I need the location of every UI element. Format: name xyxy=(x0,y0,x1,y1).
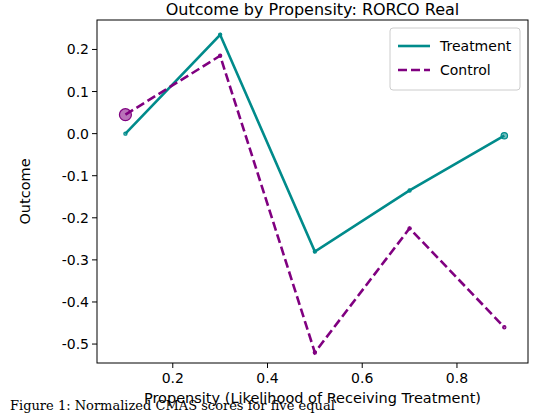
y-tick xyxy=(92,301,97,302)
point-marker xyxy=(313,250,316,253)
y-tick-label: -0.5 xyxy=(62,336,89,352)
y-tick-label: -0.1 xyxy=(62,168,89,184)
y-tick-label: 0.1 xyxy=(67,84,89,100)
point-marker xyxy=(219,54,222,57)
legend-label: Treatment xyxy=(439,38,512,54)
legend-swatch xyxy=(398,45,430,48)
y-tick xyxy=(92,133,97,134)
point-marker xyxy=(313,351,316,354)
x-tick-label: 0.2 xyxy=(162,370,184,386)
point-marker xyxy=(408,189,411,192)
chart: Outcome by Propensity: RORCO Real 0.2 0.4 0… xyxy=(0,0,546,416)
y-tick-label: 0.2 xyxy=(67,41,89,57)
legend-box xyxy=(390,28,520,90)
legend-swatch xyxy=(398,69,430,72)
x-tick-label: 0.6 xyxy=(351,370,373,386)
x-tick xyxy=(267,363,268,368)
y-tick xyxy=(92,91,97,92)
x-tick xyxy=(362,363,363,368)
plot-frame xyxy=(97,20,528,363)
point-marker xyxy=(501,133,507,139)
point-marker xyxy=(219,33,222,36)
y-tick-label: 0.0 xyxy=(67,126,89,142)
series-line xyxy=(125,56,504,353)
point-marker xyxy=(408,227,411,230)
series-line xyxy=(125,35,504,252)
x-tick xyxy=(456,363,457,368)
legend-label: Control xyxy=(440,62,491,78)
y-axis-label: Outcome xyxy=(17,158,33,224)
x-tick-label: 0.8 xyxy=(446,370,468,386)
y-tick xyxy=(92,49,97,50)
point-marker xyxy=(119,109,131,121)
y-tick-label: -0.4 xyxy=(62,294,89,310)
title: Outcome by Propensity: RORCO Real xyxy=(166,0,460,19)
y-tick xyxy=(92,175,97,176)
y-tick xyxy=(92,259,97,260)
point-marker xyxy=(124,132,127,135)
y-tick xyxy=(92,344,97,345)
x-tick xyxy=(172,363,173,368)
point-marker xyxy=(503,326,506,329)
y-tick-label: -0.3 xyxy=(62,252,89,268)
y-tick-label: -0.2 xyxy=(62,210,89,226)
caption: Figure 1: Normalized CMAS scores for fiv… xyxy=(10,398,335,413)
x-tick-label: 0.4 xyxy=(256,370,278,386)
y-tick xyxy=(92,217,97,218)
